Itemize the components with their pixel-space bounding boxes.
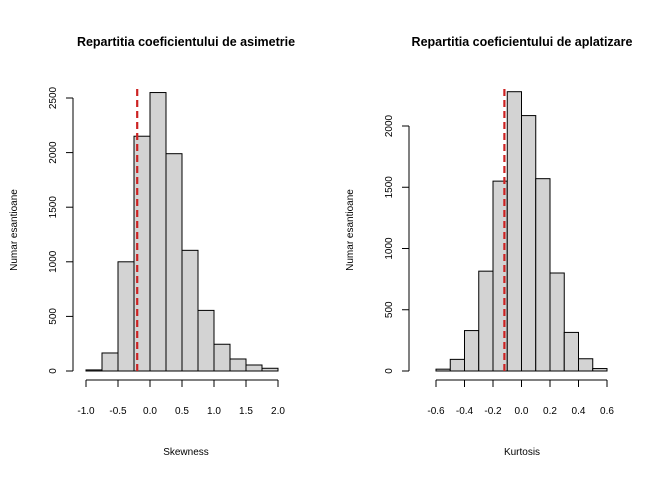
kurtosis-bar xyxy=(449,358,465,372)
skewness-y-axis: 0 500 1000 1500 2000 2500 xyxy=(48,86,74,374)
skewness-chart-title: Repartitia coeficientului de asimetrie xyxy=(77,35,295,49)
skewness-bar xyxy=(245,364,263,372)
skewness-y-axis-label: Numar esantioane xyxy=(9,189,20,271)
kurtosis-bar xyxy=(464,330,480,372)
skewness-bar xyxy=(213,343,231,372)
kurtosis-x-tick-label: 0.2 xyxy=(543,406,557,417)
kurtosis-x-tick-label: -0.4 xyxy=(456,406,474,417)
kurtosis-x-tick-label: -0.2 xyxy=(484,406,502,417)
kurtosis-x-tick-label: -0.6 xyxy=(427,406,445,417)
kurtosis-x-axis: -0.6 -0.4 -0.2 0.0 0.2 0.4 0.6 xyxy=(427,379,614,417)
skewness-bar xyxy=(117,261,135,372)
skewness-bars xyxy=(85,92,279,372)
kurtosis-bar xyxy=(592,368,608,372)
skewness-y-tick-label: 1000 xyxy=(48,250,59,273)
skewness-x-tick-label: 1.0 xyxy=(207,406,221,417)
kurtosis-y-axis-label: Numar esantioane xyxy=(345,189,356,271)
kurtosis-x-tick-label: 0.4 xyxy=(572,406,586,417)
kurtosis-x-tick-label: 0.6 xyxy=(600,406,614,417)
skewness-bar xyxy=(101,352,119,372)
skewness-x-tick-label: 0.5 xyxy=(175,406,189,417)
skewness-x-tick-label: 1.5 xyxy=(239,406,253,417)
kurtosis-y-tick-label: 1500 xyxy=(384,176,395,199)
skewness-x-axis: -1.0 -0.5 0.0 0.5 1.0 1.5 2.0 xyxy=(77,379,285,417)
kurtosis-bar xyxy=(549,272,565,372)
skewness-bar xyxy=(149,92,167,372)
skewness-y-tick-label: 2500 xyxy=(48,86,59,109)
kurtosis-bars xyxy=(435,91,608,372)
skewness-x-tick-label: -0.5 xyxy=(109,406,127,417)
kurtosis-bar xyxy=(521,115,537,372)
kurtosis-bar xyxy=(563,331,579,372)
skewness-bar xyxy=(261,367,279,372)
skewness-x-tick-label: -1.0 xyxy=(77,406,95,417)
kurtosis-bar xyxy=(435,368,451,372)
skewness-y-tick-label: 500 xyxy=(48,308,59,325)
kurtosis-y-axis: 0 500 1000 1500 2000 xyxy=(384,114,410,374)
skewness-bar xyxy=(197,309,215,372)
kurtosis-bar xyxy=(535,178,551,372)
kurtosis-bar xyxy=(478,270,494,372)
skewness-bar xyxy=(229,358,247,372)
skewness-y-tick-label: 1500 xyxy=(48,196,59,219)
skewness-x-axis-label: Skewness xyxy=(163,447,209,458)
skewness-bar xyxy=(181,249,199,372)
kurtosis-y-tick-label: 500 xyxy=(384,301,395,318)
kurtosis-y-tick-label: 0 xyxy=(384,368,395,374)
kurtosis-y-tick-label: 2000 xyxy=(384,114,395,137)
skewness-bar xyxy=(165,153,183,372)
kurtosis-x-tick-label: 0.0 xyxy=(515,406,529,417)
kurtosis-histogram-panel: Repartitia coeficientului de aplatizare … xyxy=(345,35,632,458)
kurtosis-bar xyxy=(578,358,594,372)
kurtosis-bar xyxy=(506,91,522,372)
skewness-bar xyxy=(85,369,103,372)
kurtosis-x-axis-label: Kurtosis xyxy=(504,447,540,458)
skewness-histogram-panel: Repartitia coeficientului de asimetrie S… xyxy=(9,35,295,458)
skewness-y-tick-label: 2000 xyxy=(48,141,59,164)
skewness-x-tick-label: 2.0 xyxy=(271,406,285,417)
kurtosis-y-tick-label: 1000 xyxy=(384,237,395,260)
kurtosis-chart-title: Repartitia coeficientului de aplatizare xyxy=(412,35,633,49)
skewness-x-tick-label: 0.0 xyxy=(143,406,157,417)
skewness-y-tick-label: 0 xyxy=(48,368,59,374)
